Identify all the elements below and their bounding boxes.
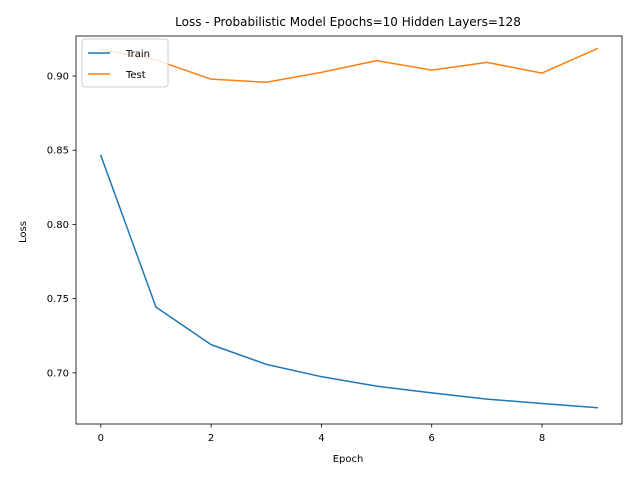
y-tick-label: 0.85 xyxy=(47,146,69,157)
plot-frame xyxy=(75,35,623,425)
y-axis-label: Loss xyxy=(18,221,29,243)
series-line-train xyxy=(99,154,598,409)
series-line-test xyxy=(99,47,599,84)
x-tick-label: 2 xyxy=(208,433,214,444)
x-tick-label: 6 xyxy=(429,433,435,444)
x-tick-label: 0 xyxy=(98,433,104,444)
legend-label-train: Train xyxy=(125,49,150,60)
y-tick-label: 0.80 xyxy=(47,220,69,231)
axes-layer: 0 2 4 6 8 0.70 0.75 0.80 0.85 0.90 xyxy=(47,35,623,444)
legend-label-test: Test xyxy=(125,70,146,81)
x-tick-label: 8 xyxy=(539,433,545,444)
legend-box xyxy=(81,38,169,88)
y-tick-label: 0.70 xyxy=(47,368,69,379)
legend: Train Test xyxy=(81,38,169,88)
y-tick-label: 0.75 xyxy=(47,294,69,305)
x-axis-label: Epoch xyxy=(333,454,364,465)
x-tick-label: 4 xyxy=(318,433,324,444)
chart-title: Loss - Probabilistic Model Epochs=10 Hid… xyxy=(175,15,521,29)
y-tick-label: 0.90 xyxy=(47,72,69,83)
series-layer xyxy=(99,47,599,409)
